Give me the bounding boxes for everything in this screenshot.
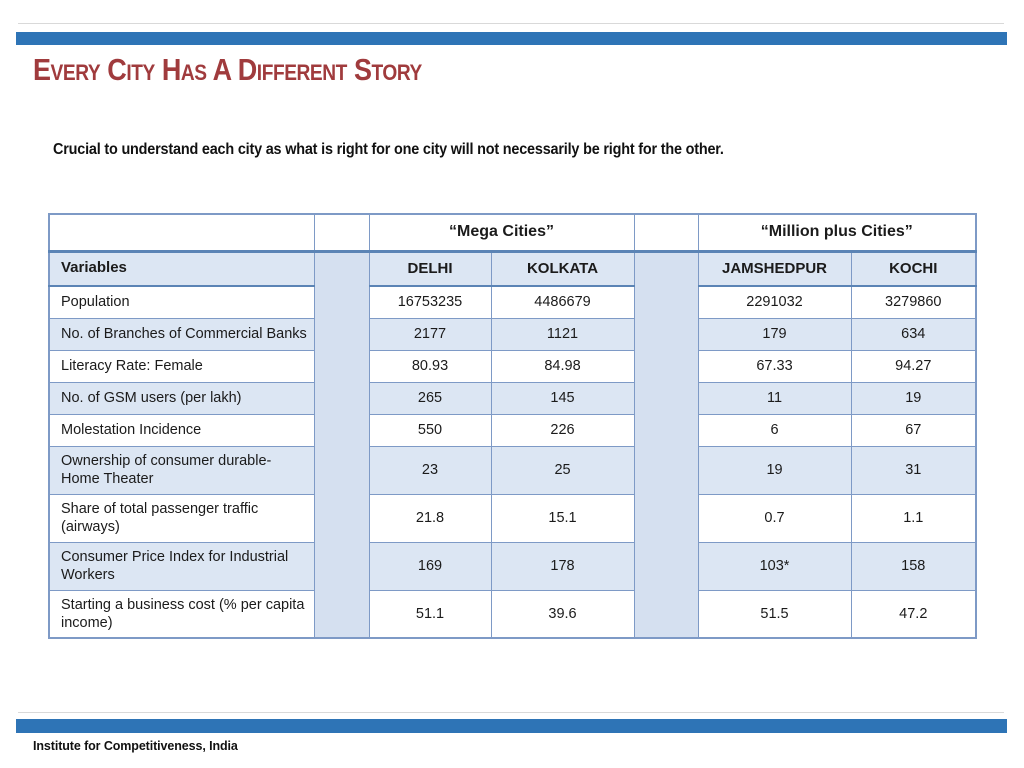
value-cell: 2291032 (698, 286, 852, 319)
value-cell: 3279860 (851, 286, 977, 319)
value-cell: 25 (491, 446, 635, 495)
value-cell: 634 (851, 318, 977, 351)
spacer-cell (314, 350, 370, 382)
group-header-row: “Mega Cities” “Million plus Cities” (49, 214, 977, 253)
spacer-cell (634, 382, 699, 414)
value-cell: 550 (369, 414, 492, 447)
table-row: Ownership of consumer durable- Home Thea… (49, 446, 977, 495)
variable-cell: Population (49, 286, 315, 319)
table-row: Share of total passenger traffic (airway… (49, 494, 977, 543)
slide-subtitle: Crucial to understand each city as what … (53, 141, 724, 158)
value-cell: 6 (698, 414, 852, 447)
value-cell: 67 (851, 414, 977, 447)
value-cell: 16753235 (369, 286, 492, 319)
spacer-cell (314, 414, 370, 446)
spacer-cell (634, 286, 699, 318)
spacer-cell (314, 382, 370, 414)
spacer-cell (634, 494, 699, 542)
col-header-kochi: KOCHI (851, 251, 977, 287)
value-cell: 51.5 (698, 590, 852, 638)
spacer-cell (634, 318, 699, 350)
value-cell: 1121 (491, 318, 635, 351)
variable-cell: No. of Branches of Commercial Banks (49, 318, 315, 351)
col-header-jamshedpur: JAMSHEDPUR (698, 251, 852, 287)
value-cell: 4486679 (491, 286, 635, 319)
bottom-accent-bar (16, 719, 1007, 733)
value-cell: 226 (491, 414, 635, 447)
bottom-hairline (18, 712, 1004, 713)
value-cell: 11 (698, 382, 852, 415)
variable-cell: Literacy Rate: Female (49, 350, 315, 383)
table-row: Consumer Price Index for Industrial Work… (49, 542, 977, 591)
value-cell: 103* (698, 542, 852, 591)
table-row: Literacy Rate: Female 80.93 84.98 67.33 … (49, 350, 977, 383)
value-cell: 145 (491, 382, 635, 415)
value-cell: 2177 (369, 318, 492, 351)
variable-cell: No. of GSM users (per lakh) (49, 382, 315, 415)
spacer-cell (314, 251, 370, 286)
column-header-row: Variables DELHI KOLKATA JAMSHEDPUR KOCHI (49, 251, 977, 287)
value-cell: 15.1 (491, 494, 635, 543)
top-accent-bar (16, 32, 1007, 45)
table-row: Molestation Incidence 550 226 6 67 (49, 414, 977, 447)
spacer-cell (634, 590, 699, 638)
variable-cell: Ownership of consumer durable- Home Thea… (49, 446, 315, 495)
variable-cell: Share of total passenger traffic (airway… (49, 494, 315, 543)
variable-cell: Consumer Price Index for Industrial Work… (49, 542, 315, 591)
variable-cell: Molestation Incidence (49, 414, 315, 447)
table-row: Starting a business cost (% per capita i… (49, 590, 976, 638)
city-comparison-table: “Mega Cities” “Million plus Cities” Vari… (48, 213, 978, 639)
variable-cell: Starting a business cost (% per capita i… (49, 590, 315, 638)
empty-corner-cell (49, 214, 315, 253)
value-cell: 169 (369, 542, 492, 591)
spacer-cell (314, 214, 370, 253)
value-cell: 158 (851, 542, 977, 591)
col-header-variables: Variables (49, 251, 315, 287)
table-row: No. of Branches of Commercial Banks 2177… (49, 318, 977, 351)
top-hairline (18, 23, 1004, 24)
spacer-cell (634, 350, 699, 382)
group-header-million: “Million plus Cities” (698, 214, 977, 253)
value-cell: 47.2 (899, 605, 928, 622)
spacer-cell (634, 446, 699, 494)
value-cell: 39.6 (491, 590, 635, 638)
table-row: No. of GSM users (per lakh) 265 145 11 1… (49, 382, 977, 415)
spacer-cell (634, 414, 699, 446)
table-row: Population 16753235 4486679 2291032 3279… (49, 286, 977, 319)
value-cell: 84.98 (491, 350, 635, 383)
value-cell: 19 (698, 446, 852, 495)
col-header-kolkata: KOLKATA (491, 251, 635, 287)
value-cell: 23 (369, 446, 492, 495)
col-header-delhi: DELHI (369, 251, 492, 287)
slide-title: Every City Has A Different Story (33, 52, 422, 87)
value-cell: 67.33 (698, 350, 852, 383)
spacer-cell (314, 318, 370, 350)
value-cell: 0.7 (698, 494, 852, 543)
value-cell: 80.93 (369, 350, 492, 383)
value-cell: 265 (369, 382, 492, 415)
value-cell: 94.27 (851, 350, 977, 383)
value-cell: 1.1 (851, 494, 977, 543)
value-cell: 51.1 (369, 590, 492, 638)
value-cell: 179 (698, 318, 852, 351)
spacer-cell (634, 542, 699, 590)
value-cell: 21.8 (369, 494, 492, 543)
spacer-cell (314, 542, 370, 590)
spacer-cell (314, 590, 370, 638)
spacer-cell (314, 446, 370, 494)
value-cell: 19 (851, 382, 977, 415)
spacer-cell (314, 494, 370, 542)
spacer-cell (314, 286, 370, 318)
footer-credit: Institute for Competitiveness, India (33, 739, 238, 753)
value-cell: 31 (851, 446, 977, 495)
group-header-mega: “Mega Cities” (369, 214, 635, 253)
value-cell: 178 (491, 542, 635, 591)
spacer-cell (634, 214, 699, 253)
spacer-cell (634, 251, 699, 286)
